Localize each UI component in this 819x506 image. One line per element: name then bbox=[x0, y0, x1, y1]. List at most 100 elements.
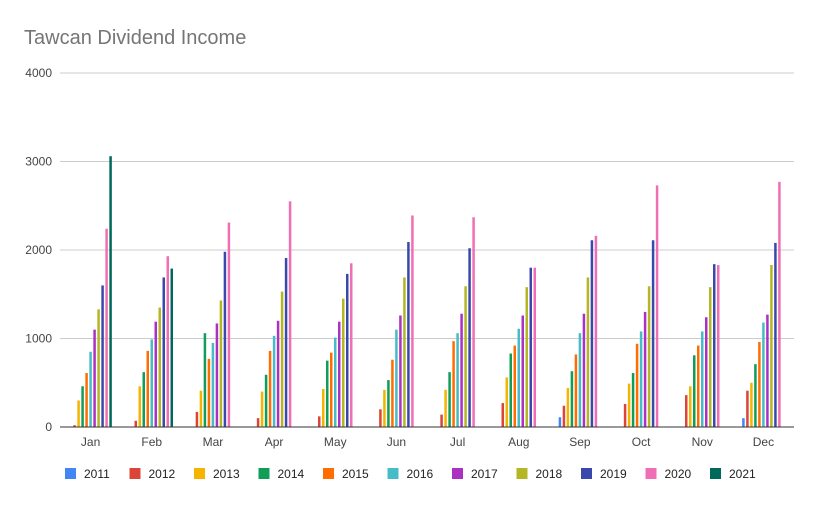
legend-swatch bbox=[65, 468, 76, 479]
bar-2015-dec bbox=[758, 342, 761, 427]
y-tick-label: 0 bbox=[45, 420, 52, 434]
bar-2016-jan bbox=[89, 351, 92, 427]
y-tick-label: 1000 bbox=[25, 332, 52, 346]
bar-2018-feb bbox=[158, 307, 161, 427]
legend-item-2015: 2015 bbox=[323, 467, 369, 481]
bar-2017-aug bbox=[521, 315, 524, 427]
bar-2014-jul bbox=[448, 372, 451, 427]
legend-swatch bbox=[645, 468, 657, 479]
bar-2017-jun bbox=[399, 315, 402, 427]
bar-2013-apr bbox=[260, 391, 264, 427]
legend-item-2020: 2020 bbox=[645, 467, 692, 481]
x-tick-label: Jul bbox=[450, 435, 465, 449]
bar-2017-sep bbox=[582, 313, 586, 427]
bar-2012-apr bbox=[256, 418, 260, 427]
x-tick-label: Aug bbox=[508, 435, 529, 449]
bar-2012-dec bbox=[746, 390, 749, 427]
bar-2017-dec bbox=[766, 314, 769, 427]
bar-2016-jul bbox=[456, 333, 459, 427]
bar-2015-mar bbox=[207, 358, 211, 427]
bar-2019-aug bbox=[529, 267, 532, 427]
x-tick-label: Feb bbox=[141, 435, 162, 449]
x-axis-ticks: Jan Feb Mar Apr May Jun Jul Aug Sep Oct Nov Dec bbox=[81, 435, 774, 449]
x-tick-label: Sep bbox=[569, 435, 591, 449]
legend-label: 2019 bbox=[600, 467, 627, 481]
legend-item-2011: 2011 bbox=[65, 467, 110, 481]
bar-2020-nov bbox=[717, 265, 720, 427]
legend-swatch bbox=[516, 468, 528, 479]
y-tick-label: 4000 bbox=[25, 66, 52, 80]
x-tick-label: Jun bbox=[387, 435, 406, 449]
legend-swatch bbox=[129, 468, 141, 479]
legend-label: 2020 bbox=[665, 467, 692, 481]
bar-2014-jun bbox=[387, 380, 390, 427]
bar-2014-dec bbox=[754, 364, 757, 427]
bar-2019-nov bbox=[713, 264, 716, 427]
x-tick-label: Dec bbox=[753, 435, 774, 449]
bar-2019-mar bbox=[223, 251, 227, 427]
bar-2015-oct bbox=[635, 343, 639, 427]
bar-2018-aug bbox=[525, 287, 528, 427]
legend-label: 2011 bbox=[84, 467, 110, 481]
bar-2013-aug bbox=[505, 377, 508, 427]
bar-2018-mar bbox=[219, 300, 223, 427]
bar-2017-oct bbox=[643, 311, 647, 427]
legend-item-2012: 2012 bbox=[129, 467, 176, 481]
bar-2019-feb bbox=[162, 277, 165, 427]
legend-label: 2013 bbox=[213, 467, 240, 481]
bar-2014-mar bbox=[203, 333, 207, 427]
bar-2016-mar bbox=[211, 342, 215, 427]
legend-item-2018: 2018 bbox=[516, 467, 563, 481]
legend-swatch bbox=[194, 468, 205, 479]
bar-2020-dec bbox=[778, 181, 781, 427]
bar-2019-jan bbox=[101, 285, 104, 427]
bar-2019-may bbox=[346, 273, 349, 427]
bar-2020-jul bbox=[472, 217, 475, 427]
legend-label: 2017 bbox=[471, 467, 498, 481]
bar-2013-nov bbox=[689, 386, 692, 427]
bar-2016-sep bbox=[578, 333, 582, 427]
bar-2014-apr bbox=[264, 374, 268, 427]
bar-2014-oct bbox=[631, 373, 635, 427]
legend-item-2021: 2021 bbox=[710, 467, 756, 481]
bar-2013-sep bbox=[566, 388, 570, 427]
bar-2016-oct bbox=[639, 331, 643, 427]
legend-item-2014: 2014 bbox=[258, 467, 305, 481]
bar-2020-apr bbox=[288, 201, 292, 427]
bar-2015-sep bbox=[574, 354, 578, 427]
bar-2020-may bbox=[350, 263, 353, 427]
bar-2012-aug bbox=[501, 403, 504, 427]
legend-label: 2018 bbox=[536, 467, 563, 481]
legend-swatch bbox=[258, 468, 270, 479]
bar-2019-dec bbox=[774, 242, 777, 427]
chart-title: Tawcan Dividend Income bbox=[24, 27, 246, 49]
bar-2014-jan bbox=[81, 386, 84, 427]
bar-2013-dec bbox=[750, 382, 753, 427]
bar-2014-aug bbox=[509, 353, 512, 427]
bar-2019-jun bbox=[407, 242, 410, 427]
bar-2017-may bbox=[338, 321, 341, 427]
bar-2016-jun bbox=[395, 329, 398, 427]
bar-2014-sep bbox=[570, 371, 574, 427]
legend-item-2016: 2016 bbox=[387, 467, 434, 481]
legend-label: 2014 bbox=[278, 467, 305, 481]
bar-2012-oct bbox=[623, 403, 627, 427]
bar-2018-jul bbox=[464, 286, 467, 427]
legend-swatch bbox=[323, 468, 334, 479]
bar-2016-nov bbox=[701, 331, 704, 427]
bar-2013-oct bbox=[627, 383, 631, 427]
legend-label: 2016 bbox=[407, 467, 434, 481]
bar-2012-may bbox=[318, 416, 321, 427]
legend-item-2019: 2019 bbox=[581, 467, 627, 481]
legend-swatch bbox=[452, 468, 463, 479]
bar-2015-aug bbox=[513, 345, 516, 427]
bar-2018-nov bbox=[709, 287, 712, 427]
bar-2018-oct bbox=[647, 286, 651, 427]
bar-2013-jun bbox=[383, 389, 386, 427]
bar-2020-oct bbox=[655, 185, 659, 427]
bar-2018-sep bbox=[586, 277, 590, 427]
x-tick-label: Jan bbox=[81, 435, 100, 449]
bar-2017-nov bbox=[705, 317, 708, 427]
legend: 2011 2012 2013 2014 2015 2016 2017 2018 2019 2020… bbox=[65, 467, 756, 481]
y-tick-label: 3000 bbox=[25, 155, 52, 169]
